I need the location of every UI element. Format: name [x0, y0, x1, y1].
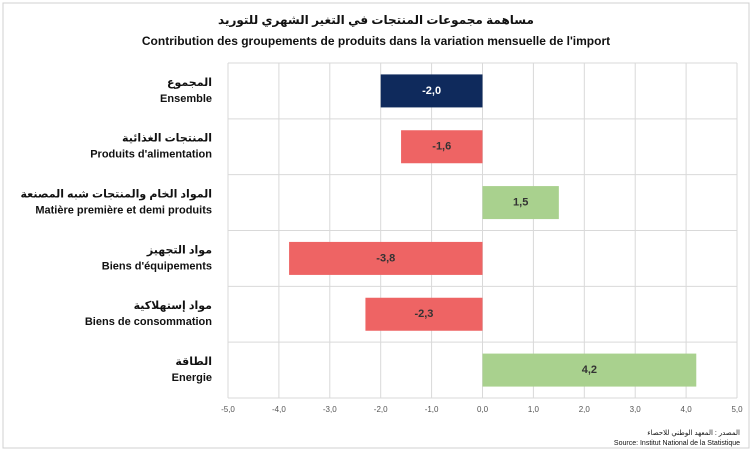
category-label: Ensemble — [160, 93, 212, 105]
bar — [365, 297, 483, 331]
value-label: -2,3 — [414, 308, 433, 320]
category-label: Biens de consommation — [85, 316, 212, 328]
source-ar: المصدر : المعهد الوطني للاحصاء — [647, 430, 740, 437]
category-label: Biens d'équipements — [102, 260, 212, 272]
category-label: Energie — [172, 372, 212, 384]
x-tick-label: 3,0 — [630, 405, 642, 414]
chart-title: مساهمة مجموعات المنتجات في التغير الشهري… — [218, 13, 534, 28]
category-label: Produits d'alimentation — [90, 149, 212, 161]
bar — [482, 186, 559, 220]
category-label-ar: الطاقة — [175, 356, 212, 368]
category-label: Matière première et demi produits — [35, 204, 212, 216]
category-label-ar: مواد إستهلاكية — [134, 300, 212, 312]
value-label: -2,0 — [422, 85, 441, 97]
x-tick-label: -4,0 — [272, 405, 286, 414]
bar — [482, 353, 697, 387]
value-label: 1,5 — [513, 196, 528, 208]
x-tick-label: -2,0 — [374, 405, 388, 414]
category-label-ar: مواد التجهيز — [146, 244, 212, 256]
x-tick-label: 2,0 — [579, 405, 591, 414]
x-tick-label: 1,0 — [528, 405, 540, 414]
x-tick-label: -3,0 — [323, 405, 337, 414]
source: Source: Institut National de la Statisti… — [614, 440, 740, 447]
category-label-ar: المواد الخام والمنتجات شبه المصنعة — [20, 188, 212, 200]
x-tick-label: -1,0 — [425, 405, 439, 414]
x-tick-label: 4,0 — [681, 405, 693, 414]
x-tick-label: -5,0 — [221, 405, 235, 414]
value-label: 4,2 — [582, 364, 597, 376]
category-label-ar: المنتجات الغذائية — [122, 133, 212, 145]
bar — [380, 74, 483, 108]
x-tick-label: 0,0 — [477, 405, 489, 414]
x-tick-label: 5,0 — [731, 405, 743, 414]
chart-subtitle: Contribution des groupements de produits… — [142, 34, 610, 48]
category-label-ar: المجموع — [167, 77, 212, 89]
bar — [289, 241, 483, 275]
value-label: -1,6 — [432, 141, 451, 153]
bar — [401, 130, 483, 164]
value-label: -3,8 — [376, 252, 395, 264]
